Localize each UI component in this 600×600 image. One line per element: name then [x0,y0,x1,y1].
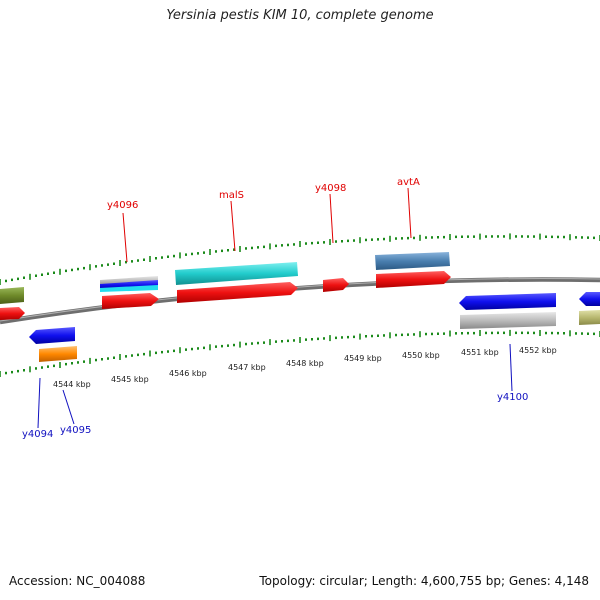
genome-summary-text: Topology: circular; Length: 4,600,755 bp… [259,574,589,588]
gene-feature[interactable] [0,287,24,304]
gene-feature[interactable] [579,310,600,325]
gene-label-avtA[interactable]: avtA [397,177,420,188]
inner-tick-track [0,329,600,377]
gene-feature-y4096[interactable] [100,285,158,292]
reverse-features [29,292,600,362]
outer-tick-track [0,233,600,285]
tick-label: 4544 kbp [53,380,91,389]
genome-title: Yersinia pestis KIM 10, complete genome [166,8,434,23]
tick-label: 4550 kbp [402,351,440,360]
gene-feature[interactable] [376,271,451,288]
tick-label: 4548 kbp [286,359,324,368]
tick-label: 4547 kbp [228,363,266,372]
gene-feature[interactable] [177,282,298,303]
genome-backbone [0,277,600,325]
accession-text: Accession: NC_004088 [9,574,146,588]
gene-feature-y4100[interactable] [459,293,556,310]
gene-feature[interactable] [0,307,25,320]
gene-feature-y4094[interactable] [29,327,75,344]
gene-label-y4096[interactable]: y4096 [107,200,138,211]
tick-label: 4546 kbp [169,369,207,378]
gene-label-y4095[interactable]: y4095 [60,425,91,436]
gene-label-y4094[interactable]: y4094 [22,429,53,440]
forward-features [0,252,451,320]
gene-feature[interactable] [579,292,600,306]
tick-label: 4551 kbp [461,348,499,357]
gene-feature[interactable] [460,312,556,329]
gene-label-malS[interactable]: malS [219,190,244,201]
tick-label: 4552 kbp [519,346,557,355]
tick-label: 4545 kbp [111,375,149,384]
gene-feature[interactable] [102,293,159,309]
gene-feature-y4095[interactable] [39,346,77,362]
gene-label-y4098[interactable]: y4098 [315,183,346,194]
label-leaders [37,187,513,429]
tick-label: 4549 kbp [344,354,382,363]
gene-feature-malS[interactable] [175,262,298,285]
gene-feature-avtA[interactable] [375,252,450,270]
gene-label-y4100[interactable]: y4100 [497,392,528,403]
gene-feature-y4098[interactable] [323,278,349,292]
